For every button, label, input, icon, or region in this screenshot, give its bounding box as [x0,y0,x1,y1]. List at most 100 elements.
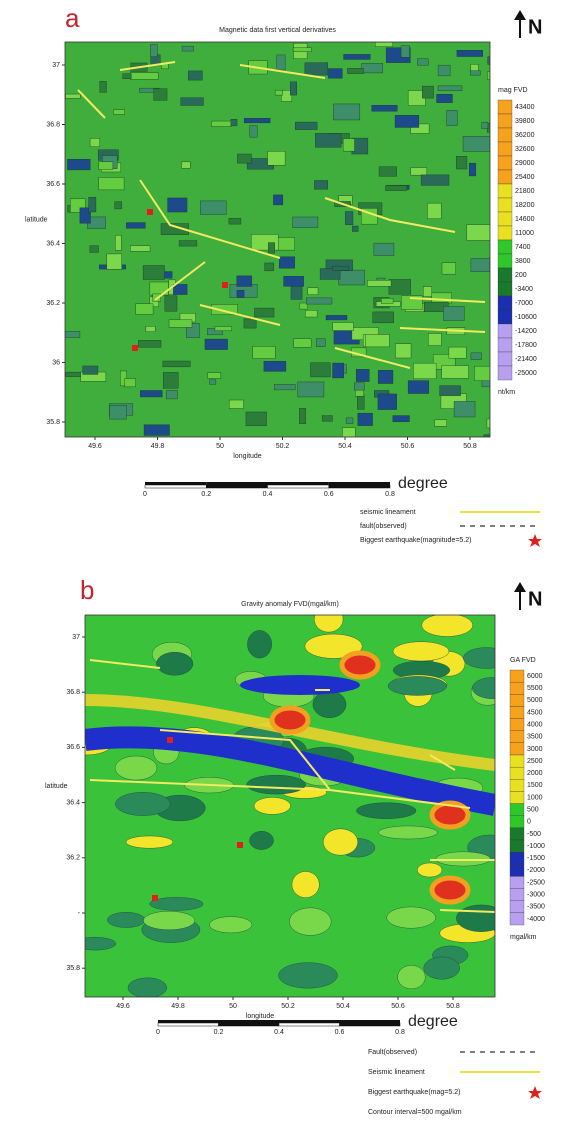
colorbar-title: mag FVD [498,87,528,94]
colorbar-swatch [498,366,512,380]
anomaly-cell [471,64,479,71]
x-tick-label: 50.4 [338,443,352,450]
anomaly-cell [346,418,353,424]
colorbar-label: 43400 [515,104,535,111]
colorbar-swatch [498,226,512,240]
anomaly-cell [421,175,449,185]
colorbar-label: -3500 [527,904,545,911]
anomaly-cell [428,333,441,345]
colorbar-label: -10600 [515,314,537,321]
anomaly-cell [326,315,347,320]
anomaly-cell [109,405,126,419]
colorbar-swatch [510,743,524,755]
scale-segment [329,485,390,488]
legend-label: Biggest earthquake(magnitude=5.2) [360,537,472,544]
anomaly-cell [275,90,282,95]
anomaly-cell [342,428,355,441]
anomaly-cell [237,290,244,297]
anomaly-blob [143,911,194,930]
anomaly-cell [375,42,392,47]
colorbar-label: 32600 [515,146,535,153]
legend-label: Fault(observed) [368,1049,417,1056]
anomaly-cell [333,363,344,378]
anomaly-cell [290,82,297,95]
anomaly-blob [128,978,167,998]
colorbar-swatch [510,682,524,694]
legend-label: seismic lineament [360,509,416,516]
colorbar-swatch [510,767,524,779]
anomaly-cell [447,110,458,125]
colorbar-swatch [510,901,524,913]
anomaly-cell [264,361,286,371]
colorbar-label: -3000 [527,891,545,898]
colorbar-label: -21400 [515,356,537,363]
y-tick-label: 36.2 [66,855,80,862]
x-tick-label: 50.2 [281,1003,295,1010]
scale-unit: degree [398,475,448,492]
anomaly-cell [423,287,431,297]
colorbar-swatch [510,706,524,718]
anomaly-cell [381,298,393,303]
colorbar-label: 25400 [515,174,535,181]
anomaly-cell [65,331,80,337]
map-title: Gravity anomaly FVD(mgal/km) [241,601,339,608]
colorbar-swatch [510,828,524,840]
anomaly-blob [393,642,449,661]
anomaly-cell [474,366,501,381]
anomaly-cell [314,180,327,189]
anomaly-cell [265,263,274,271]
scale-label: 0 [143,491,147,498]
anomaly-cell [130,246,150,252]
x-tick-label: 50 [216,443,224,450]
scale-segment [268,485,329,488]
panel-label: b [80,575,94,605]
x-tick-label: 49.8 [151,443,165,450]
anomaly-cell [438,65,450,76]
anomaly-blob [388,676,447,695]
anomaly-cell [250,126,257,138]
colorbar-label: 6000 [527,673,543,680]
anomaly-blob [156,652,193,675]
colorbar-swatch [498,268,512,282]
anomaly-cell [165,296,177,311]
scale-segment [219,1023,280,1026]
anomaly-cell [182,46,193,51]
anomaly-cell [345,212,353,225]
anomaly-blob [289,908,331,936]
colorbar-swatch [498,198,512,212]
anomaly-cell [411,168,427,176]
colorbar-label: -25000 [515,370,537,377]
anomaly-cell [362,63,383,73]
anomaly-cell [354,383,364,390]
anomaly-cell [107,254,122,269]
anomaly-cell [417,59,428,65]
anomaly-cell [443,306,464,320]
colorbar-label: 1500 [527,782,543,789]
anomaly-cell [208,373,221,379]
anomaly-cell [322,416,332,422]
anomaly-blob [209,917,252,933]
anomaly-cell [310,363,330,377]
colorbar-label: -1000 [527,843,545,850]
anomaly-cell [200,201,226,215]
colorbar-label: -4000 [527,916,545,923]
anomaly-cell [179,241,197,247]
anomaly-cell [237,276,252,287]
scale-unit: degree [408,1013,458,1030]
colorbar-label: 3500 [527,734,543,741]
colorbar-swatch [498,114,512,128]
colorbar-swatch [498,254,512,268]
colorbar-swatch [510,816,524,828]
scale-segment [206,485,267,488]
scale-segment [279,1020,340,1023]
colorbar-swatch [510,791,524,803]
anomaly-cell [205,339,228,350]
x-tick-label: 50.8 [446,1003,460,1010]
x-axis-label: longitude [233,453,262,460]
anomaly-blob [472,677,512,698]
anomaly-cell [413,363,436,379]
anomaly-cell [435,420,447,426]
map-area [60,606,513,997]
legend-label: Contour interval=500 mgal/km [368,1109,462,1116]
map-title: Magnetic data first vertical derivatives [219,27,336,34]
